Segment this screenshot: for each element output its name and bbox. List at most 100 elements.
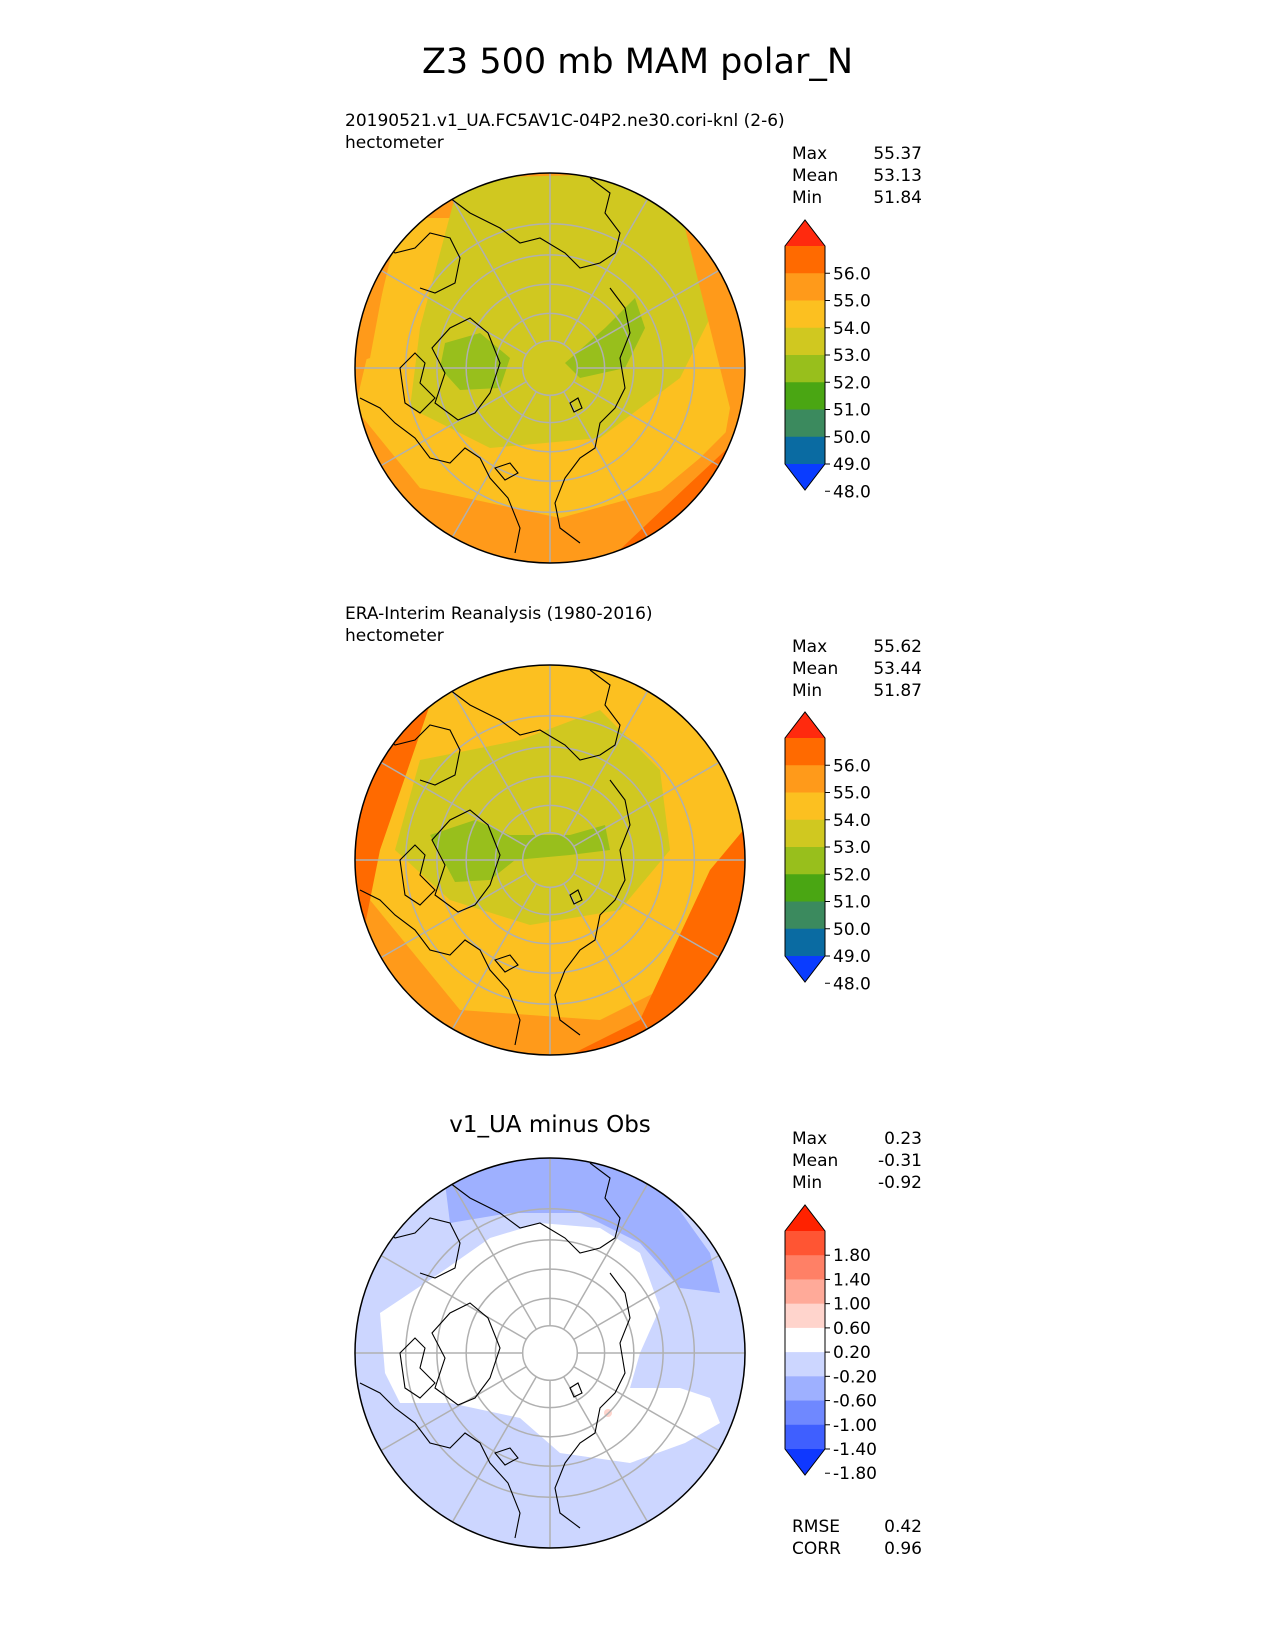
stat-label: Min (792, 681, 823, 701)
meridian-line (563, 883, 649, 1030)
meridian-line (380, 269, 527, 355)
coastline (554, 1272, 631, 1529)
coastline (554, 287, 631, 544)
colorbar-tick-label: -0.60 (833, 1392, 877, 1412)
meridian-line (573, 1254, 720, 1340)
colorbar-bin (785, 1400, 825, 1426)
polar-map (354, 664, 746, 1056)
map-field (355, 1158, 745, 1548)
colorbar-bin (785, 1352, 825, 1377)
panel-units: hectometer (345, 626, 444, 646)
colorbar-bin (785, 355, 825, 383)
colorbar-tick-label: 50.0 (833, 920, 871, 940)
contour-52-a (440, 333, 510, 390)
colorbar-extend-max (785, 1205, 825, 1231)
colorbar-tick-label: 52.0 (833, 373, 871, 393)
meridian-line (380, 761, 527, 847)
panel-subtitle: ERA-Interim Reanalysis (1980-2016) (345, 604, 653, 624)
coastline (494, 1447, 519, 1466)
metrics-box: RMSE 0.42 CORR 0.96 (792, 1516, 922, 1560)
colorbar-tick-label: 55.0 (833, 784, 871, 804)
coastline (359, 1382, 521, 1539)
map-boundary (354, 172, 746, 564)
colorbar-tick-label: 0.20 (833, 1343, 871, 1363)
colorbar-extend-min (785, 1449, 825, 1475)
coastline (379, 232, 461, 294)
figure-title: Z3 500 mb MAM polar_N (421, 42, 854, 82)
coastline (359, 889, 521, 1046)
colorbar-tick-label: 51.0 (833, 893, 871, 913)
coastline (449, 1162, 621, 1254)
meridian-line (451, 198, 537, 345)
coastline (399, 844, 436, 906)
colorbar-tick-label: 54.0 (833, 811, 871, 831)
colorbar-bin (785, 819, 825, 848)
colorbar-tick-label: 1.40 (833, 1270, 871, 1290)
colorbar-tick-label: -1.40 (833, 1440, 877, 1460)
coastline (399, 1337, 436, 1399)
colorbar-bin (785, 738, 825, 766)
colorbar-tick-label: -0.20 (833, 1367, 877, 1387)
colorbar-tick-label: 56.0 (833, 264, 871, 284)
coastline (494, 462, 519, 481)
panel-diff: v1_UA minus Obs Max 0.23 Mean -0.31 Min -0.… (0, 0, 1275, 1559)
colorbar-tick-label: -1.80 (833, 1464, 877, 1484)
colorbar-bin (785, 273, 825, 301)
colorbar-bin (785, 1279, 825, 1305)
colorbar-bin (785, 246, 825, 274)
colorbar-extend-min (785, 464, 825, 490)
colorbar-bin (785, 382, 825, 410)
stat-label: Max (792, 1129, 828, 1149)
latitude-circle (521, 831, 579, 889)
map-field (355, 665, 745, 1055)
colorbar-bin (785, 327, 825, 356)
metric-value: 0.96 (884, 1539, 922, 1559)
meridian-line (573, 269, 720, 355)
colorbar-extend-max (785, 712, 825, 738)
meridian-line (563, 391, 649, 538)
colorbar: 56.0 55.0 54.0 53.0 52.0 51.0 50.0 49.0 48.0 (784, 219, 871, 502)
coastline (569, 889, 583, 905)
colorbar-tick-label: 53.0 (833, 346, 871, 366)
meridian-line (380, 1366, 527, 1452)
stat-value: -0.92 (878, 1173, 922, 1193)
colorbar-tick-label: 0.60 (833, 1319, 871, 1339)
panel-test: 20190521.v1_UA.FC5AV1C-04P2.ne30.cori-kn… (0, 0, 1275, 564)
colorbar-bin (785, 792, 825, 821)
meridian-line (563, 690, 649, 837)
stat-value: 51.87 (873, 681, 922, 701)
colorbar-bin (785, 436, 825, 465)
colorbar-tick-label: 52.0 (833, 865, 871, 885)
meridian-line (563, 1376, 649, 1523)
colorbar-tick-label: -1.00 (833, 1416, 877, 1436)
coastline (431, 1302, 501, 1406)
coastline (399, 352, 436, 414)
stat-value: 51.84 (873, 188, 922, 208)
colorbar-tick-label: 1.00 (833, 1295, 871, 1315)
colorbar-tick-label: 1.80 (833, 1246, 871, 1266)
metric-label: CORR (792, 1539, 841, 1559)
stat-value: 55.37 (873, 144, 922, 164)
colorbar-extend-max (785, 220, 825, 246)
stat-label: Mean (792, 659, 839, 679)
meridian-line (451, 1376, 537, 1523)
coastline (569, 397, 583, 413)
meridian-line (573, 873, 720, 959)
meridian-line (380, 1254, 527, 1340)
colorbar-tick-label: 48.0 (833, 482, 871, 502)
colorbar-bin (785, 1327, 825, 1353)
map-field (355, 173, 745, 563)
stat-value: 53.13 (873, 166, 922, 186)
meridian-line (563, 1183, 649, 1330)
coastline (379, 724, 461, 786)
stat-label: Max (792, 144, 828, 164)
stat-label: Mean (792, 166, 839, 186)
contour-52-b (565, 298, 645, 378)
stats-box: Max 55.37 Mean 53.13 Min 51.84 (792, 143, 922, 209)
colorbar-extend-min (785, 956, 825, 982)
panel-subtitle: 20190521.v1_UA.FC5AV1C-04P2.ne30.cori-kn… (345, 111, 785, 131)
panel-units: hectometer (345, 133, 444, 153)
meridian-line (380, 381, 527, 467)
meridian-line (451, 690, 537, 837)
coastline (449, 177, 621, 269)
